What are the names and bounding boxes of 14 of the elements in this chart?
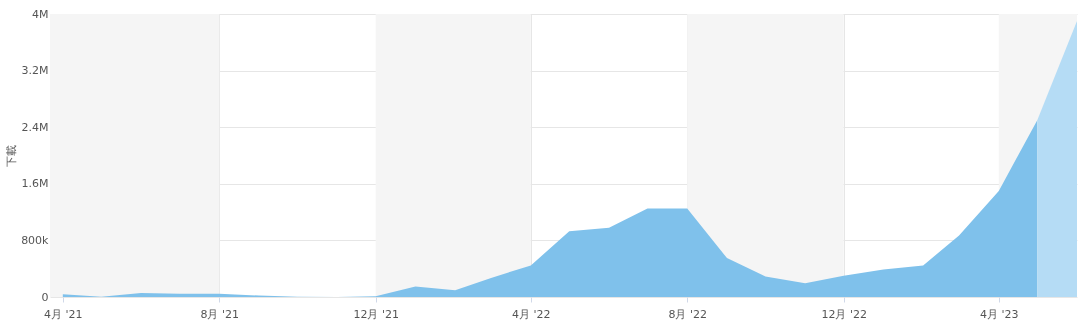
x-tick-label: 12月 '21 (353, 307, 399, 321)
y-axis-title: 下載 (5, 145, 19, 167)
y-tick-label: 4M (32, 7, 49, 21)
y-tick-label: 800k (21, 233, 50, 247)
x-tick-label: 4月 '21 (44, 307, 83, 321)
y-tick-label: 0 (41, 290, 49, 304)
y-tick-label: 1.6M (21, 177, 49, 191)
y-tick-label: 2.4M (21, 120, 49, 134)
x-tick-label: 8月 '21 (200, 307, 240, 321)
x-tick-label: 4月 '23 (980, 307, 1019, 321)
x-tick-label: 8月 '22 (668, 307, 707, 321)
x-tick-label: 12月 '22 (821, 307, 867, 321)
y-tick-label: 3.2M (21, 64, 49, 78)
x-tick-label: 4月 '22 (512, 307, 551, 321)
